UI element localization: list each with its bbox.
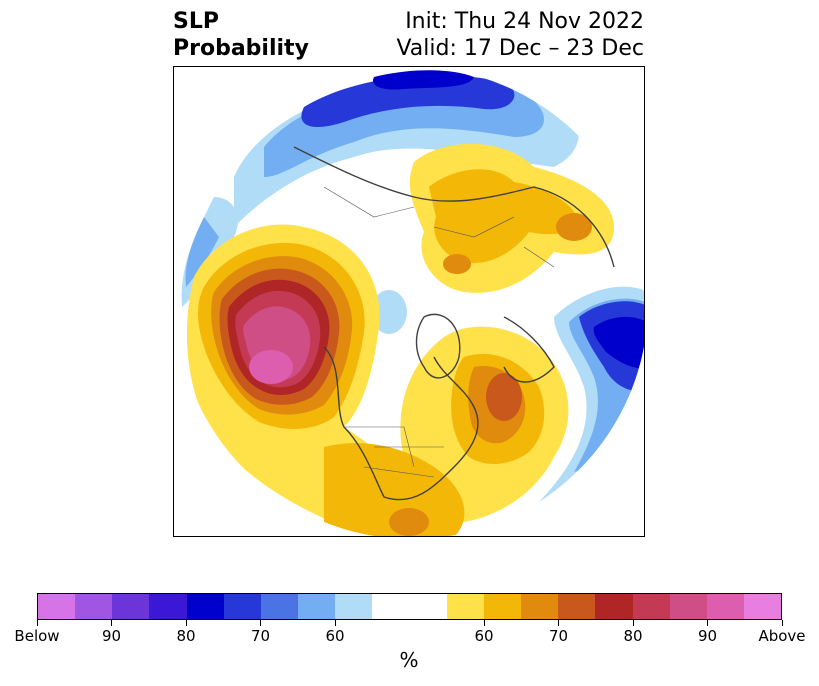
colorbar-segment	[149, 594, 187, 619]
colorbar-tick-label: 80	[176, 627, 196, 645]
colorbar-segment	[409, 594, 447, 619]
colorbar-tick	[632, 620, 634, 626]
colorbar-segment	[335, 594, 373, 619]
above-region-south	[324, 443, 465, 536]
colorbar-segment	[669, 594, 707, 619]
colorbar-tick	[260, 620, 261, 626]
valid-range: Valid: 17 Dec – 23 Dec	[396, 36, 644, 61]
above-region-pacific-max	[249, 350, 293, 384]
colorbar-segment	[483, 594, 522, 619]
colorbar-tick	[781, 620, 783, 626]
colorbar-segment	[372, 594, 410, 619]
units-label: %	[399, 648, 419, 672]
colorbar-segment	[521, 594, 559, 619]
below-region-north-core	[301, 75, 515, 127]
colorbar-segment	[260, 594, 299, 619]
above-region-atlantic-max	[486, 373, 522, 421]
colorbar-tick-label: Below	[14, 627, 60, 645]
title-line-1: SLP	[173, 9, 219, 34]
chart-title: SLP Probability	[173, 8, 309, 62]
colorbar-segment	[112, 594, 150, 619]
colorbar-segment	[186, 594, 224, 619]
above-region-east-asia-core	[556, 213, 592, 241]
colorbar-segment	[706, 594, 744, 619]
below-region-north-max	[373, 70, 474, 90]
colorbar-segment	[223, 594, 261, 619]
colorbar-tick-label: 60	[474, 627, 494, 645]
colorbar-segment	[38, 594, 76, 619]
colorbar-segment	[632, 594, 670, 619]
coastline-north-america	[323, 346, 479, 501]
colorbar-segment	[558, 594, 596, 619]
colorbar-segment	[743, 594, 782, 619]
colorbar-tick-label: 80	[623, 627, 643, 645]
borders-north-america	[344, 426, 444, 478]
above-region-south-core	[389, 508, 429, 536]
colorbar-tick-label: 90	[697, 627, 718, 645]
colorbar-tick	[111, 620, 112, 626]
colorbar-tick	[707, 620, 708, 626]
above-region-arctic-inner	[429, 169, 579, 263]
title-line-2: Probability	[173, 36, 309, 61]
colorbar-segment	[75, 594, 113, 619]
colorbar-tick-label: 70	[548, 627, 569, 645]
colorbar-segment	[595, 594, 633, 619]
below-region-pole	[371, 290, 407, 334]
colorbar-segment	[298, 594, 336, 619]
colorbar-tick-label: 60	[325, 627, 345, 645]
colorbar-tick	[36, 620, 38, 626]
colorbar-tick	[334, 620, 336, 626]
coastline-europe	[503, 316, 555, 383]
polar-probability-map	[176, 67, 644, 536]
colorbar-segment	[446, 594, 484, 619]
above-region-arctic-core	[443, 254, 471, 274]
date-info: Init: Thu 24 Nov 2022 Valid: 17 Dec – 23…	[396, 8, 644, 62]
colorbar-tick-label: 90	[101, 627, 122, 645]
coastline-eurasia	[293, 146, 615, 268]
map-panel	[173, 66, 645, 537]
colorbar-tick	[185, 620, 187, 626]
colorbar-tick-label: 70	[250, 627, 271, 645]
colorbar-tick-label: Above	[758, 627, 806, 645]
colorbar-tick	[558, 620, 559, 626]
below-region-west-edge-inner	[185, 217, 219, 287]
colorbar-tick	[483, 620, 485, 626]
colorbar	[37, 593, 782, 620]
init-date: Init: Thu 24 Nov 2022	[405, 9, 644, 34]
coastline-greenland	[415, 313, 461, 379]
below-region-east-max	[593, 316, 644, 369]
borders-asia	[323, 186, 555, 268]
